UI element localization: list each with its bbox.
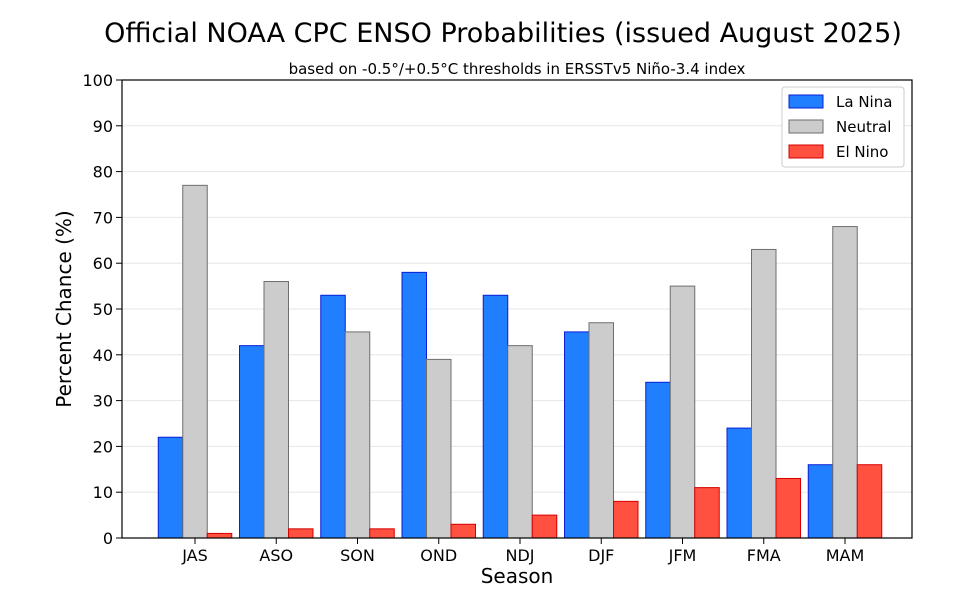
bar-la-nina-ond (401, 271, 427, 539)
x-tick-label: ASO (259, 546, 293, 565)
bar-la-nina-aso (239, 345, 265, 539)
bar-neutral-djf (588, 322, 614, 539)
x-axis-ticks: JAS ASO SON OND NDJ DJF JFM FMA MAM (181, 538, 864, 565)
x-tick-label: OND (420, 546, 457, 565)
bar-neutral-ond (426, 358, 452, 539)
y-tick-label: 50 (93, 300, 113, 319)
y-tick-label: 20 (93, 437, 113, 456)
bar-la-nina-mam (807, 464, 834, 539)
bar-la-nina-djf (564, 331, 590, 539)
x-tick-label: FMA (747, 546, 781, 565)
bar-la-nina-fma (726, 427, 752, 539)
legend-label: Neutral (836, 118, 891, 136)
y-tick-label: 30 (93, 392, 113, 411)
bar-neutral-aso (263, 281, 289, 539)
legend-label: El Nino (836, 143, 889, 161)
bar-neutral-jas (182, 184, 208, 539)
bar-el-nino-ndj (531, 514, 558, 539)
chart-subtitle: based on -0.5°/+0.5°C thresholds in ERSS… (289, 60, 746, 78)
y-axis-ticks: 0 10 20 30 40 50 60 70 80 90 100 (82, 71, 122, 548)
bar-el-nino-aso (288, 528, 314, 539)
y-axis-label: Percent Chance (%) (52, 210, 76, 407)
y-tick-label: 70 (93, 208, 113, 227)
x-tick-label: SON (340, 546, 375, 565)
bar-neutral-fma (751, 248, 777, 539)
bar-el-nino-djf (613, 500, 639, 539)
bar-neutral-jfm (669, 285, 696, 539)
x-axis-label: Season (481, 564, 554, 588)
bar-el-nino-jas (206, 532, 233, 539)
y-tick-label: 100 (82, 71, 113, 90)
bar-la-nina-ndj (482, 294, 509, 539)
x-tick-label: JAS (181, 546, 208, 565)
y-tick-label: 0 (103, 529, 113, 548)
x-tick-label: JFM (668, 546, 697, 565)
x-tick-label: MAM (826, 546, 865, 565)
bar-el-nino-ond (450, 523, 476, 539)
bar-el-nino-son (369, 528, 395, 539)
bar-el-nino-jfm (694, 487, 720, 539)
legend-label: La Nina (836, 93, 892, 111)
legend-swatch-la-nina (788, 94, 824, 109)
legend-swatch-el-nino (788, 144, 824, 159)
x-tick-label: DJF (588, 546, 614, 565)
bar-la-nina-son (320, 294, 346, 539)
bar-la-nina-jas (157, 436, 184, 539)
bar-neutral-son (344, 331, 371, 539)
x-tick-label: NDJ (505, 546, 534, 565)
y-tick-label: 80 (93, 163, 113, 182)
y-tick-label: 60 (93, 254, 113, 273)
legend: La Nina Neutral El Nino (781, 86, 905, 168)
bar-el-nino-fma (775, 477, 801, 539)
bar-neutral-mam (832, 226, 858, 539)
bar-el-nino-mam (856, 464, 883, 539)
y-tick-label: 40 (93, 346, 113, 365)
legend-swatch-neutral (788, 119, 824, 134)
bar-neutral-ndj (507, 345, 533, 539)
bar-la-nina-jfm (645, 381, 671, 539)
y-tick-label: 10 (93, 483, 113, 502)
chart-title: Official NOAA CPC ENSO Probabilities (is… (104, 18, 902, 49)
y-tick-label: 90 (93, 117, 113, 136)
bars-group (157, 184, 883, 539)
